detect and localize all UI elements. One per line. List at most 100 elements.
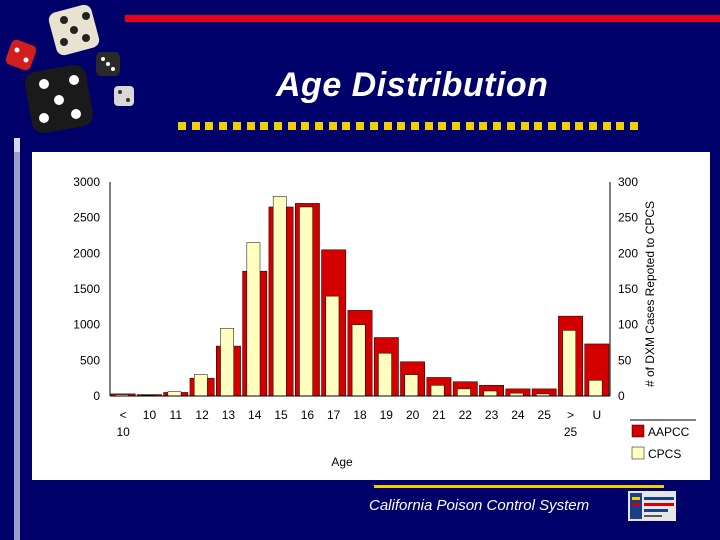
underline-dot (383, 122, 392, 130)
dice-icon (5, 39, 37, 71)
right-tick-label: 50 (618, 353, 632, 367)
left-accent-bar-cap (14, 138, 20, 152)
left-tick-label: 0 (93, 389, 100, 403)
x-tick-label: 25 (538, 408, 552, 422)
underline-dot (273, 122, 282, 130)
underline-dot (205, 122, 214, 130)
legend-swatch (631, 446, 645, 460)
x-tick-label: U (593, 408, 602, 422)
x-tick-label: 14 (248, 408, 262, 422)
x-tick-label: 20 (406, 408, 420, 422)
x-tick-sublabel: 10 (116, 425, 130, 439)
cpcs-bar (351, 324, 366, 397)
underline-dot (246, 122, 255, 130)
underline-dot (356, 122, 365, 130)
x-tick-label: 16 (301, 408, 315, 422)
cpcs-bar (483, 390, 498, 397)
x-axis-label: Age (331, 455, 353, 469)
underline-dot (342, 122, 351, 130)
x-tick-label: < (120, 408, 127, 422)
underline-dot (287, 122, 296, 130)
right-tick-label: 300 (618, 175, 638, 189)
legend-label: CPCS (648, 447, 681, 461)
underline-dot (630, 122, 639, 130)
cpcs-bar (246, 242, 261, 397)
underline-dot (547, 122, 556, 130)
cpcs-bar (193, 374, 208, 397)
underline-dot (506, 122, 515, 130)
underline-dot (452, 122, 460, 130)
left-tick-label: 1000 (73, 318, 100, 332)
underline-dot (328, 122, 337, 130)
legend-swatch (631, 424, 645, 438)
right-axis-label: # of DXM Cases Repoted to CPCS (643, 201, 657, 387)
cpcs-bar (167, 391, 182, 397)
underline-dot (301, 122, 310, 130)
cpcs-bar (430, 385, 445, 397)
x-tick-label: 24 (511, 408, 525, 422)
underline-dot (315, 122, 323, 130)
footer-text: California Poison Control System (369, 497, 590, 514)
cpcs-bar (299, 206, 313, 397)
right-tick-label: 200 (618, 246, 638, 260)
right-tick-label: 250 (618, 211, 638, 225)
underline-dot (369, 122, 378, 130)
right-tick-label: 150 (618, 282, 638, 296)
left-tick-label: 1500 (73, 282, 100, 296)
cpcs-bar (220, 327, 234, 397)
cpcs-bar (272, 196, 287, 397)
cpcs-logo-icon (628, 491, 676, 521)
dice-icon (96, 52, 120, 76)
x-tick-label: 22 (459, 408, 473, 422)
underline-dot (219, 122, 228, 130)
page-title: Age Distribution (276, 66, 549, 104)
underline-dot (232, 122, 241, 130)
underline-dot (479, 122, 488, 130)
underline-dot (260, 122, 269, 130)
right-tick-label: 0 (618, 389, 625, 403)
footer-divider (374, 485, 664, 488)
x-tick-label: > (567, 408, 574, 422)
dice-icon (48, 4, 100, 56)
dice-icon (24, 64, 94, 134)
x-tick-label: 23 (485, 408, 499, 422)
left-tick-label: 2500 (73, 211, 100, 225)
x-tick-label: 13 (222, 408, 236, 422)
age-distribution-chart: 0 500 1000 1500 2000 2500 3000 0 50 100 150 200 250… (73, 175, 696, 469)
underline-dot (424, 122, 433, 130)
cpcs-bar (562, 330, 577, 397)
right-tick-label: 100 (618, 318, 638, 332)
underline-dot (191, 122, 200, 130)
underline-dot (465, 122, 474, 130)
underline-dot (602, 122, 611, 130)
underline-dot (438, 122, 447, 130)
legend: AAPCC CPCS (630, 419, 696, 461)
left-tick-label: 500 (80, 353, 100, 367)
dice-icon (114, 86, 134, 106)
cpcs-bar (404, 374, 419, 397)
x-tick-label: 12 (195, 408, 209, 422)
left-accent-bar (14, 138, 20, 540)
legend-label: AAPCC (648, 425, 690, 439)
cpcs-bar (588, 380, 603, 397)
top-accent-bar (125, 15, 720, 22)
x-tick-sublabel: 25 (564, 425, 578, 439)
underline-dot (397, 122, 406, 130)
x-tick-label: 11 (170, 408, 183, 422)
underline-dot (589, 122, 597, 130)
underline-dot (534, 122, 543, 130)
cpcs-bar (325, 295, 340, 397)
cpcs-bar (378, 352, 392, 397)
underline-dot (410, 122, 419, 130)
x-tick-label: 10 (143, 408, 157, 422)
x-tick-label: 15 (274, 408, 288, 422)
left-tick-label: 3000 (73, 175, 100, 189)
x-tick-label: 17 (327, 408, 341, 422)
title-underline-dots (178, 122, 643, 130)
cpcs-bar (457, 388, 471, 397)
underline-dot (575, 122, 584, 130)
underline-dot (561, 122, 570, 130)
x-tick-label: 19 (380, 408, 394, 422)
x-tick-label: 21 (432, 408, 446, 422)
x-tick-label: 18 (353, 408, 367, 422)
